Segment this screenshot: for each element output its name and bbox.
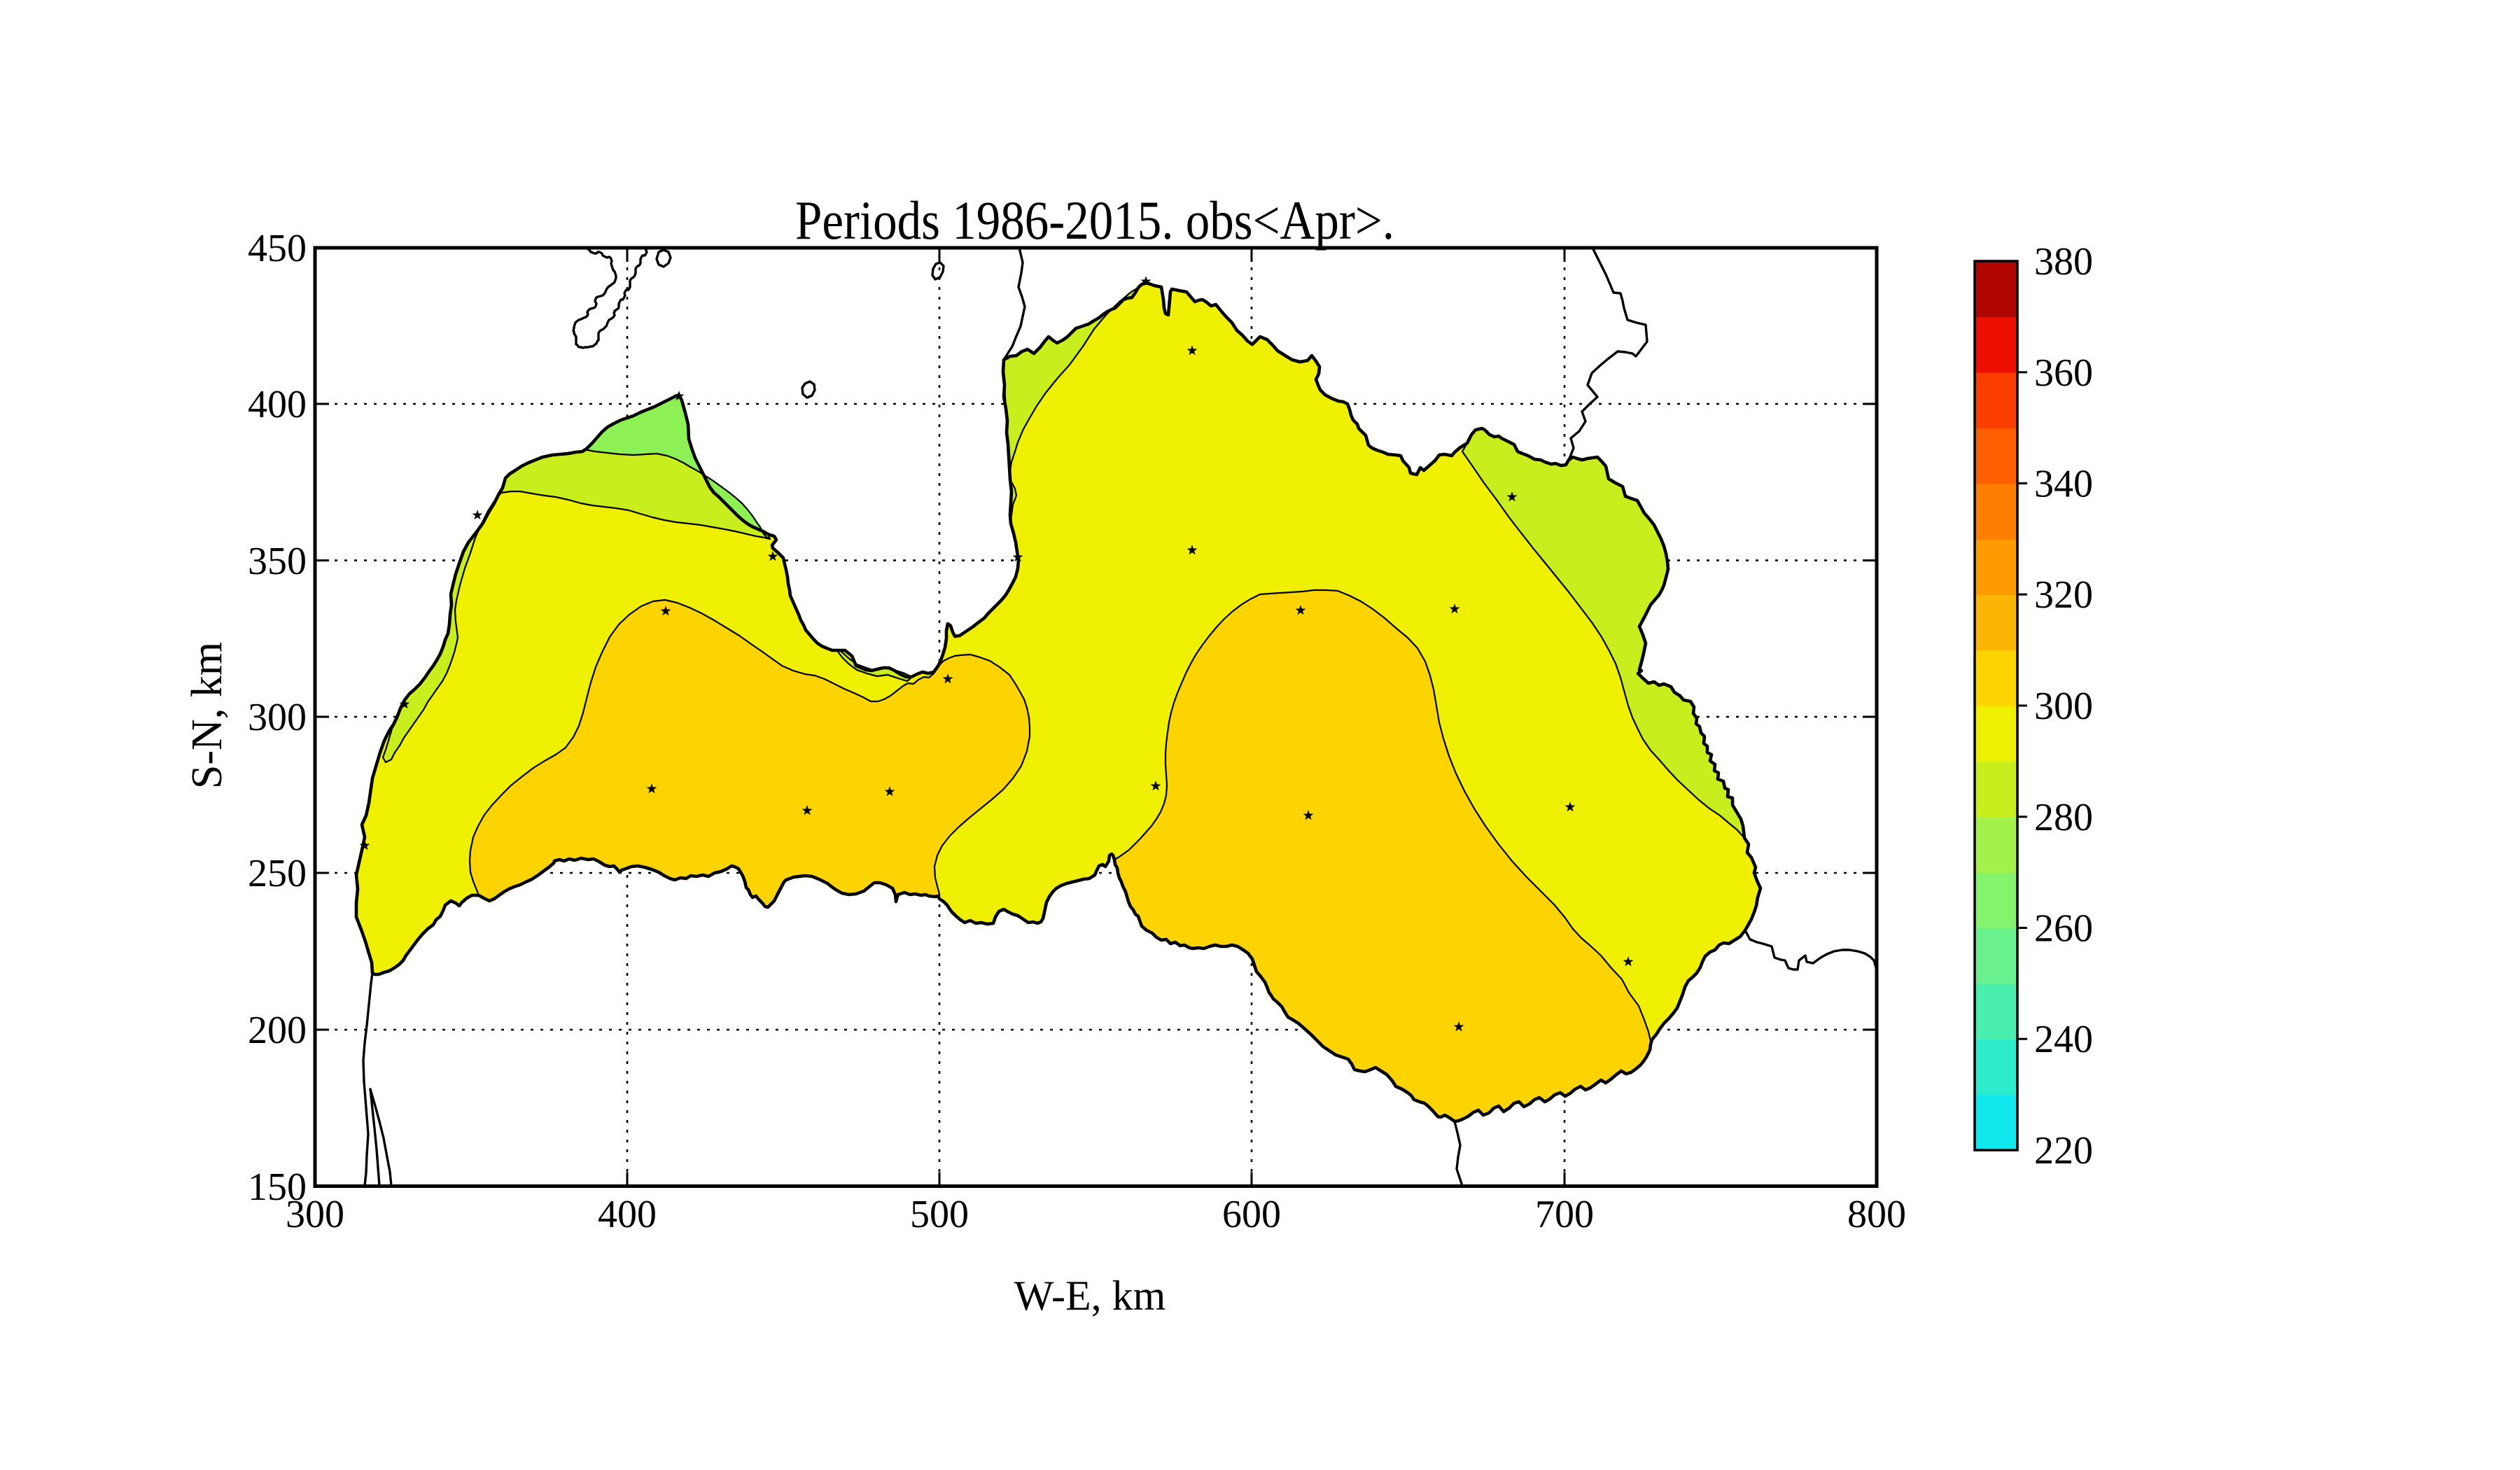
svg-text:700: 700 [1535, 1193, 1594, 1236]
svg-text:220: 220 [2034, 1129, 2093, 1172]
svg-text:320: 320 [2034, 573, 2093, 617]
svg-text:800: 800 [1847, 1193, 1906, 1236]
svg-text:300: 300 [248, 696, 307, 739]
svg-text:300: 300 [2034, 685, 2093, 728]
svg-text:S-N, km: S-N, km [183, 642, 231, 789]
svg-text:400: 400 [248, 383, 307, 426]
svg-text:300: 300 [286, 1193, 344, 1236]
svg-text:450: 450 [248, 227, 307, 270]
svg-text:280: 280 [2034, 796, 2093, 839]
svg-text:500: 500 [910, 1193, 969, 1236]
svg-text:380: 380 [2034, 240, 2093, 284]
svg-text:340: 340 [2034, 463, 2093, 506]
svg-text:200: 200 [248, 1009, 307, 1052]
svg-text:260: 260 [2034, 907, 2093, 951]
svg-text:150: 150 [248, 1166, 307, 1209]
svg-text:400: 400 [598, 1193, 657, 1236]
svg-text:360: 360 [2034, 351, 2093, 395]
svg-text:600: 600 [1222, 1193, 1281, 1236]
svg-text:Periods 1986-2015. obs<Apr>.: Periods 1986-2015. obs<Apr>. [795, 190, 1394, 251]
svg-text:W-E, km: W-E, km [1014, 1273, 1166, 1319]
svg-text:240: 240 [2034, 1018, 2093, 1061]
svg-text:350: 350 [248, 540, 307, 583]
svg-text:250: 250 [248, 852, 307, 895]
